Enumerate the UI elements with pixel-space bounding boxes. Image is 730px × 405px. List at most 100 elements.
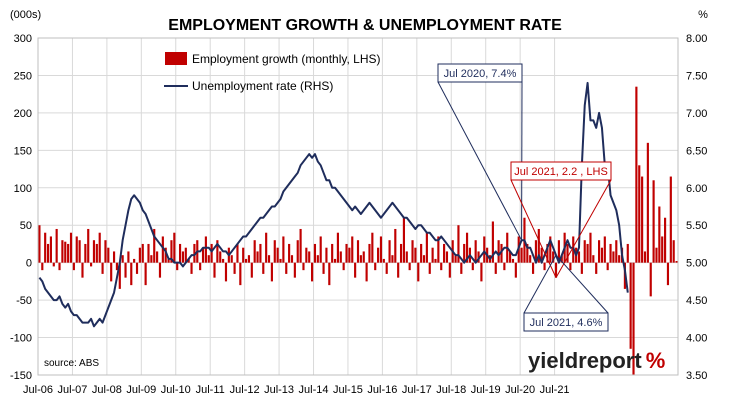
employment-bar bbox=[403, 218, 405, 263]
employment-bar bbox=[239, 263, 241, 285]
employment-bar bbox=[345, 244, 347, 263]
employment-bar bbox=[110, 263, 112, 282]
employment-bar bbox=[302, 263, 304, 270]
employment-bar bbox=[587, 244, 589, 263]
employment-bar bbox=[331, 244, 333, 263]
employment-bar bbox=[667, 263, 669, 285]
employment-bar bbox=[658, 207, 660, 263]
axes: -150-100-500501001502002503003.504.004.5… bbox=[10, 33, 707, 396]
employment-bar bbox=[64, 242, 66, 263]
employment-bar bbox=[638, 165, 640, 262]
x-tick-label: Jul-14 bbox=[299, 384, 329, 396]
employment-bar bbox=[604, 236, 606, 262]
employment-bar bbox=[337, 233, 339, 263]
employment-bar bbox=[627, 244, 629, 263]
employment-bar bbox=[348, 248, 350, 263]
employment-bar bbox=[426, 233, 428, 263]
employment-bar bbox=[279, 259, 281, 263]
x-tick-label: Jul-11 bbox=[196, 384, 225, 396]
employment-bar bbox=[176, 263, 178, 270]
employment-bar bbox=[463, 244, 465, 263]
employment-bar bbox=[429, 263, 431, 274]
right-tick-label: 4.50 bbox=[686, 295, 707, 307]
employment-bar bbox=[259, 244, 261, 263]
employment-bar bbox=[480, 263, 482, 282]
employment-bar bbox=[635, 87, 637, 263]
employment-bar bbox=[300, 229, 302, 263]
employment-bar bbox=[73, 263, 75, 270]
right-tick-label: 8.00 bbox=[686, 33, 707, 45]
employment-bar bbox=[211, 244, 213, 263]
annotation-label: Jul 2021, 4.6% bbox=[530, 317, 603, 329]
employment-bar bbox=[274, 240, 276, 262]
employment-bar bbox=[368, 244, 370, 263]
employment-bar bbox=[592, 255, 594, 262]
employment-bar bbox=[314, 244, 316, 263]
employment-bar bbox=[351, 236, 353, 262]
employment-bars bbox=[38, 87, 677, 375]
employment-bar bbox=[231, 255, 233, 262]
left-tick-label: 250 bbox=[14, 70, 32, 82]
employment-bar bbox=[222, 259, 224, 263]
employment-bar bbox=[251, 263, 253, 278]
right-tick-label: 7.50 bbox=[686, 70, 707, 82]
employment-bar bbox=[446, 251, 448, 262]
left-tick-label: -150 bbox=[10, 370, 32, 382]
employment-bar bbox=[277, 248, 279, 263]
employment-bar bbox=[199, 263, 201, 270]
employment-bar bbox=[225, 263, 227, 282]
employment-bar bbox=[268, 255, 270, 262]
employment-bar bbox=[67, 244, 69, 263]
employment-bar bbox=[675, 261, 677, 263]
employment-bar bbox=[434, 259, 436, 263]
employment-bar bbox=[664, 218, 666, 263]
employment-bar bbox=[584, 240, 586, 262]
employment-bar bbox=[208, 255, 210, 262]
employment-bar bbox=[483, 236, 485, 262]
employment-bar bbox=[472, 263, 474, 270]
right-tick-label: 5.50 bbox=[686, 220, 707, 232]
x-tick-label: Jul-21 bbox=[540, 384, 570, 396]
right-tick-label: 7.00 bbox=[686, 108, 707, 120]
employment-bar bbox=[147, 244, 149, 263]
employment-bar bbox=[357, 240, 359, 262]
left-tick-label: -100 bbox=[10, 333, 32, 345]
employment-bar bbox=[618, 255, 620, 262]
chart-title: EMPLOYMENT GROWTH & UNEMPLOYMENT RATE bbox=[168, 17, 562, 34]
employment-bar bbox=[360, 255, 362, 262]
unemployment-line-group bbox=[39, 83, 627, 326]
legend-bar-label: Employment growth (monthly, LHS) bbox=[192, 52, 381, 66]
employment-bar bbox=[150, 255, 152, 262]
x-tick-label: Jul-10 bbox=[161, 384, 191, 396]
annotation-label: Jul 2021, 2.2 , LHS bbox=[514, 166, 608, 178]
employment-bar bbox=[595, 263, 597, 274]
employment-bar bbox=[311, 263, 313, 282]
employment-bar bbox=[340, 251, 342, 262]
employment-bar bbox=[609, 244, 611, 263]
employment-bar bbox=[271, 263, 273, 282]
employment-bar bbox=[409, 263, 411, 270]
employment-bar bbox=[569, 263, 571, 270]
employment-bar bbox=[460, 263, 462, 274]
employment-bar bbox=[383, 259, 385, 263]
employment-bar bbox=[414, 248, 416, 263]
employment-bar bbox=[388, 240, 390, 262]
employment-bar bbox=[653, 180, 655, 262]
x-tick-label: Jul-06 bbox=[23, 384, 53, 396]
employment-bar bbox=[145, 263, 147, 285]
source-note: source: ABS bbox=[44, 358, 99, 369]
yieldreport-logo: yieldreport% bbox=[528, 348, 665, 373]
employment-bar bbox=[328, 263, 330, 285]
legend-bar-swatch bbox=[165, 52, 187, 65]
employment-bar bbox=[96, 244, 98, 263]
employment-bar bbox=[262, 263, 264, 274]
employment-bar bbox=[432, 248, 434, 263]
employment-bar bbox=[386, 263, 388, 274]
employment-bar bbox=[374, 263, 376, 270]
right-tick-label: 4.00 bbox=[686, 333, 707, 345]
left-axis-label: (000s) bbox=[10, 9, 41, 21]
employment-bar bbox=[655, 248, 657, 263]
employment-bar bbox=[219, 251, 221, 262]
left-tick-label: -50 bbox=[16, 295, 32, 307]
employment-bar bbox=[366, 263, 368, 282]
